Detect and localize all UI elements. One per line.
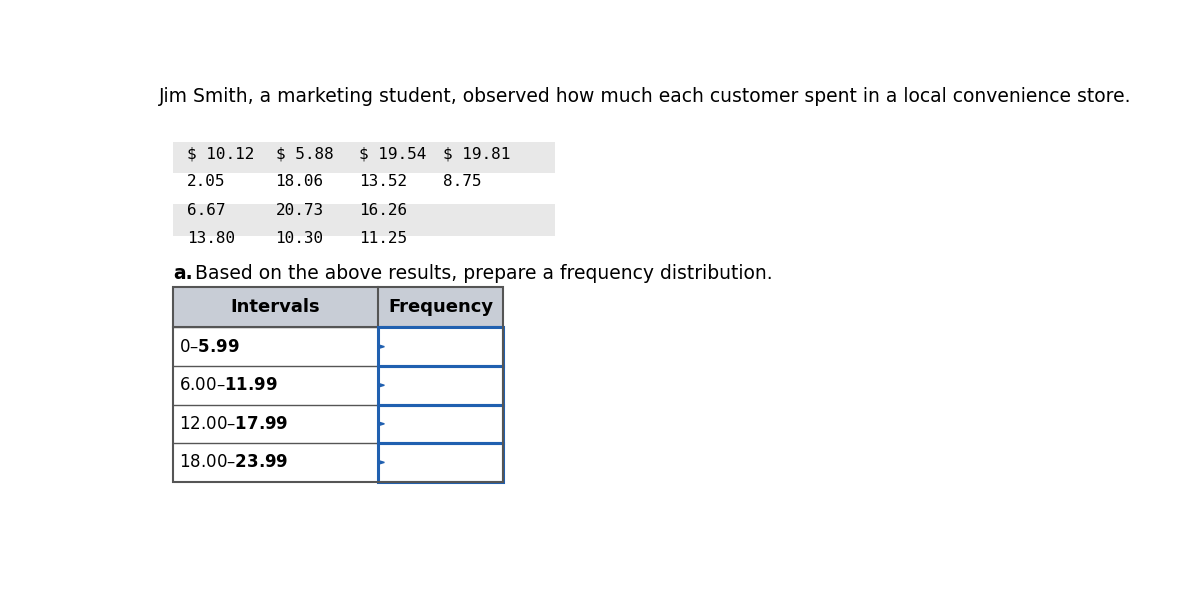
Text: 2.05: 2.05 bbox=[187, 175, 226, 189]
FancyBboxPatch shape bbox=[378, 404, 504, 443]
Polygon shape bbox=[378, 383, 384, 387]
Text: $ 19.54: $ 19.54 bbox=[359, 146, 427, 161]
FancyBboxPatch shape bbox=[173, 404, 378, 443]
Text: Intervals: Intervals bbox=[230, 298, 320, 316]
Text: $0 – $5.99: $0 – $5.99 bbox=[179, 338, 240, 356]
Polygon shape bbox=[378, 345, 384, 349]
Text: $6.00 –  $11.99: $6.00 – $11.99 bbox=[179, 376, 277, 394]
FancyBboxPatch shape bbox=[173, 287, 504, 327]
Text: Based on the above results, prepare a frequency distribution.: Based on the above results, prepare a fr… bbox=[190, 264, 773, 283]
Text: $ 19.81: $ 19.81 bbox=[443, 146, 510, 161]
FancyBboxPatch shape bbox=[173, 443, 378, 481]
Text: 13.80: 13.80 bbox=[187, 231, 235, 246]
Text: $18.00 – $23.99: $18.00 – $23.99 bbox=[179, 453, 288, 472]
FancyBboxPatch shape bbox=[173, 174, 554, 205]
Text: $ 10.12: $ 10.12 bbox=[187, 146, 254, 161]
Text: 20.73: 20.73 bbox=[276, 203, 324, 218]
FancyBboxPatch shape bbox=[173, 327, 378, 366]
FancyBboxPatch shape bbox=[173, 366, 378, 404]
FancyBboxPatch shape bbox=[378, 366, 504, 404]
FancyBboxPatch shape bbox=[173, 205, 554, 236]
Text: 13.52: 13.52 bbox=[359, 175, 407, 189]
Text: 6.67: 6.67 bbox=[187, 203, 226, 218]
Text: 18.06: 18.06 bbox=[276, 175, 324, 189]
FancyBboxPatch shape bbox=[173, 142, 554, 174]
Polygon shape bbox=[378, 461, 384, 464]
FancyBboxPatch shape bbox=[378, 327, 504, 366]
Text: 11.25: 11.25 bbox=[359, 231, 407, 246]
FancyBboxPatch shape bbox=[173, 111, 554, 142]
Text: 10.30: 10.30 bbox=[276, 231, 324, 246]
Text: $12.00 – $17.99: $12.00 – $17.99 bbox=[179, 415, 288, 433]
Text: 16.26: 16.26 bbox=[359, 203, 407, 218]
Text: a.: a. bbox=[173, 264, 193, 283]
Text: 8.75: 8.75 bbox=[443, 175, 481, 189]
FancyBboxPatch shape bbox=[378, 443, 504, 481]
Text: Frequency: Frequency bbox=[388, 298, 493, 316]
Text: $ 5.88: $ 5.88 bbox=[276, 146, 334, 161]
Polygon shape bbox=[378, 422, 384, 426]
Text: Jim Smith, a marketing student, observed how much each customer spent in a local: Jim Smith, a marketing student, observed… bbox=[160, 87, 1132, 106]
